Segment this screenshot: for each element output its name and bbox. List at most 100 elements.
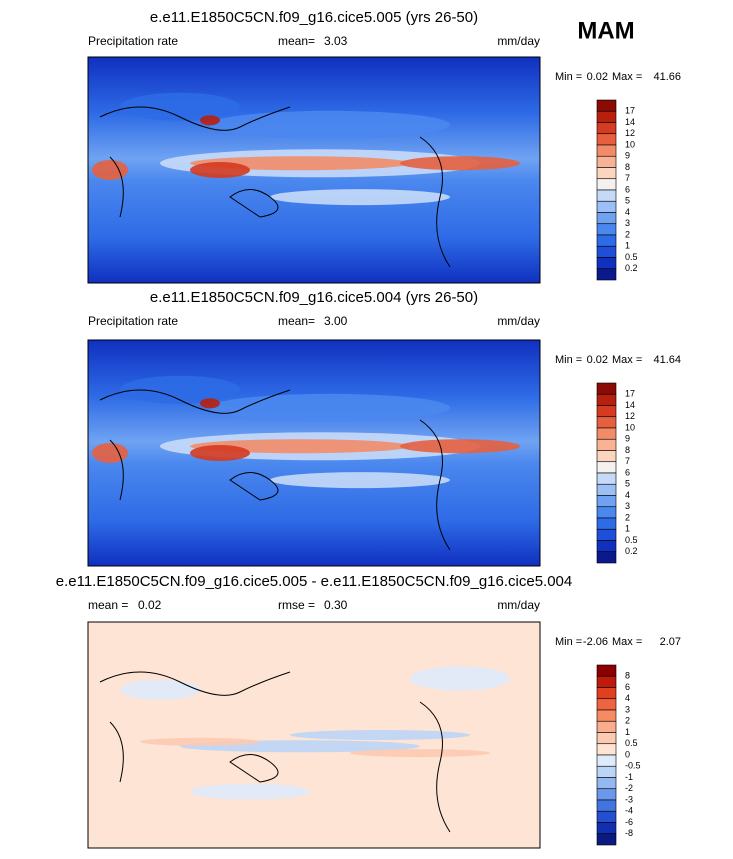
colorbar-box [596, 709, 617, 722]
max-label: Max = [612, 354, 642, 366]
colorbar-label: 2 [625, 229, 630, 239]
colorbar-box [596, 664, 617, 677]
colorbar-box [596, 720, 617, 733]
coastline [419, 701, 451, 833]
coastline [99, 671, 291, 696]
min-label: Min = [555, 354, 582, 366]
colorbar-label: 17 [625, 389, 635, 399]
colorbar-box [596, 687, 617, 700]
colorbar-box [596, 810, 617, 823]
coastline [99, 389, 291, 414]
colorbar-box [596, 257, 617, 270]
units: mm/day [497, 34, 540, 48]
coastline [99, 106, 291, 131]
colorbar-label: 4 [625, 207, 630, 217]
colorbar-box [596, 743, 617, 756]
colorbar-label: 8 [625, 445, 630, 455]
colorbar-label: 3 [625, 218, 630, 228]
colorbar-box [596, 144, 617, 157]
map-field [200, 398, 220, 409]
colorbar-box [596, 99, 617, 112]
panel-title: e.e11.E1850C5CN.f09_g16.cice5.004 (yrs 2… [150, 289, 478, 306]
panel-title: e.e11.E1850C5CN.f09_g16.cice5.005 - e.e1… [56, 573, 572, 590]
colorbar-label: 3 [625, 704, 630, 714]
colorbar-label: 6 [625, 184, 630, 194]
colorbar-label: 0.5 [625, 252, 638, 262]
colorbar-box [596, 551, 617, 564]
colorbar-label: 1 [625, 524, 630, 534]
colorbar-box [596, 223, 617, 236]
colorbar-label: -0.5 [625, 761, 641, 771]
colorbar-box [596, 234, 617, 247]
colorbar-box [596, 212, 617, 225]
map-field [92, 443, 128, 463]
coastline [419, 419, 451, 551]
map [87, 56, 541, 284]
map-field [410, 666, 510, 691]
panel-title: e.e11.E1850C5CN.f09_g16.cice5.005 (yrs 2… [150, 9, 478, 26]
coastline [229, 472, 279, 501]
colorbar-box [596, 777, 617, 790]
colorbar-box [596, 393, 617, 406]
header-left-label: mean = [88, 598, 128, 612]
colorbar-label: 0 [625, 749, 630, 759]
colorbar-label: 9 [625, 434, 630, 444]
header-left-label: Precipitation rate [88, 34, 178, 48]
max-value: 2.07 [660, 636, 681, 648]
colorbar-label: 10 [625, 422, 635, 432]
colorbar-label: 0.2 [625, 263, 638, 273]
colorbar-label: 4 [625, 490, 630, 500]
map-field [120, 679, 200, 700]
min-label: Min = [555, 71, 582, 83]
colorbar-label: 14 [625, 117, 635, 127]
colorbar-label: 5 [625, 196, 630, 206]
colorbar-label: 14 [625, 400, 635, 410]
colorbar-box [596, 788, 617, 801]
colorbar-box [596, 178, 617, 191]
coastline [229, 754, 279, 783]
map-field [190, 445, 250, 461]
colorbar-box [596, 155, 617, 168]
colorbar-box [596, 517, 617, 530]
header-left-value: 0.02 [138, 598, 162, 612]
map-field [120, 375, 240, 404]
colorbar-label: 0.5 [625, 738, 638, 748]
colorbar-box [596, 122, 617, 135]
colorbar-box [596, 732, 617, 745]
colorbar-box [596, 754, 617, 767]
colorbar-label: 17 [625, 106, 635, 116]
max-label: Max = [612, 636, 642, 648]
colorbar-box [596, 528, 617, 541]
colorbar-box [596, 495, 617, 508]
colorbar-label: 3 [625, 501, 630, 511]
map-field [270, 189, 450, 206]
colorbar-box [596, 133, 617, 146]
header-left-label: Precipitation rate [88, 314, 178, 328]
units: mm/day [497, 598, 540, 612]
colorbar-box [596, 268, 617, 281]
map-field [200, 115, 220, 126]
header-center-label: mean= [278, 34, 315, 48]
colorbar-box [596, 833, 617, 846]
colorbar-label: 7 [625, 173, 630, 183]
coastline [419, 136, 451, 268]
colorbar-label: 2 [625, 512, 630, 522]
colorbar-label: -8 [625, 828, 633, 838]
map-field [120, 92, 240, 121]
colorbar-label: 8 [625, 162, 630, 172]
colorbar-box [596, 438, 617, 451]
colorbar-label: 8 [625, 671, 630, 681]
header-center-value: 3.00 [324, 314, 348, 328]
colorbar-box [596, 200, 617, 213]
header-center-value: 3.03 [324, 34, 348, 48]
colorbar-label: 12 [625, 128, 635, 138]
colorbar-label: -2 [625, 783, 633, 793]
colorbar-box [596, 472, 617, 485]
coastline [229, 189, 279, 218]
map-field [290, 730, 470, 740]
coastline [109, 721, 124, 783]
colorbar-label: 10 [625, 139, 635, 149]
coastline [109, 156, 124, 218]
colorbar-box [596, 799, 617, 812]
